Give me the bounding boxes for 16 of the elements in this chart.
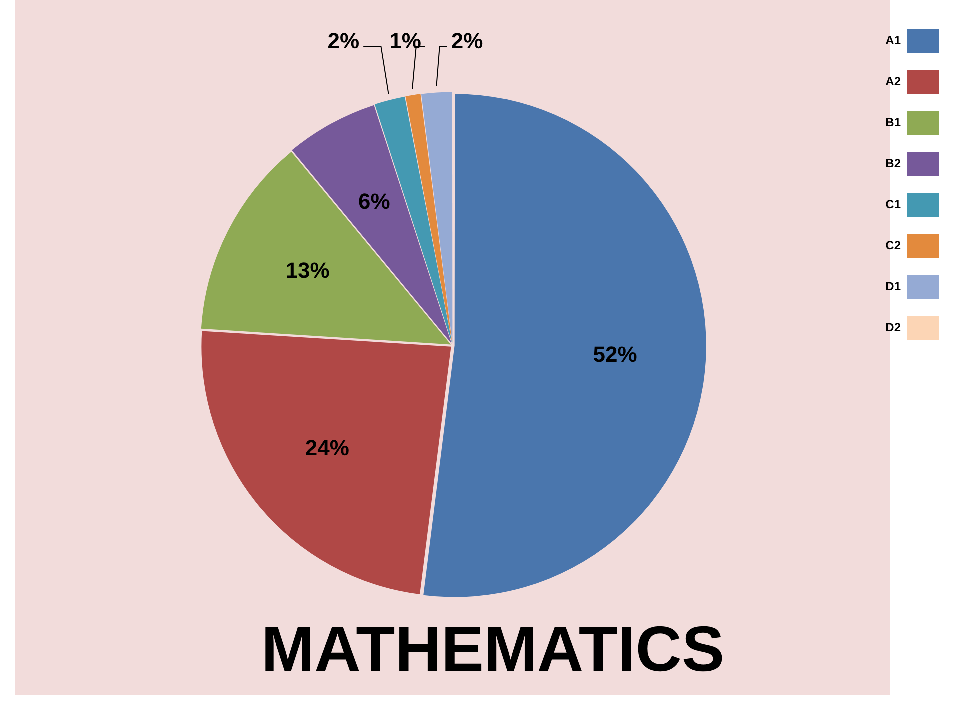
text: MATHEMATICS (261, 613, 725, 686)
data-label: 1% (390, 28, 422, 54)
data-label: 6% (358, 189, 390, 214)
legend-label: D1 (886, 279, 902, 294)
legend-label: A1 (886, 33, 902, 48)
legend-label: C2 (886, 238, 902, 252)
data-label: 2% (451, 28, 484, 54)
legend-label: C1 (886, 197, 902, 212)
data-label: 13% (286, 258, 330, 283)
data-label: 52% (593, 342, 638, 367)
data-label: 24% (305, 435, 350, 460)
data-label: 2% (328, 28, 360, 54)
legend-label: B2 (886, 156, 902, 170)
legend-label: D2 (886, 320, 902, 334)
legend-label: B1 (886, 115, 902, 130)
legend-label: A2 (886, 74, 902, 88)
